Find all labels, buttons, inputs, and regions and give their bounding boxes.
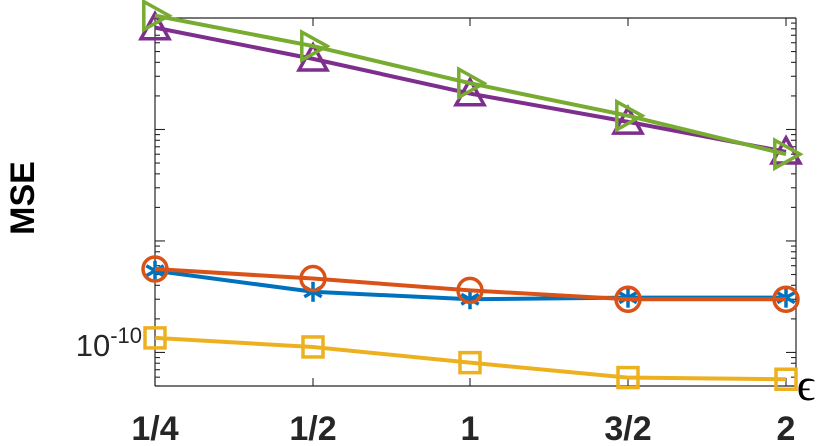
y-tick-label: 10-10 — [76, 323, 142, 363]
square-marker — [458, 350, 482, 375]
series-triangle-up — [138, 10, 803, 165]
x-tick-label: 1 — [461, 410, 480, 446]
circle-marker — [772, 285, 800, 314]
labels: MSE ϵ 10-10 — [4, 161, 815, 410]
series-circle — [141, 255, 800, 314]
series-square — [143, 326, 798, 391]
x-tick-label: 1/4 — [131, 410, 178, 446]
x-axis-label: ϵ — [797, 359, 816, 410]
triangle-right-marker — [773, 137, 804, 172]
y-axis-label: MSE — [4, 161, 42, 235]
circle-marker — [141, 255, 169, 283]
axes — [154, 17, 797, 387]
circle-marker — [456, 276, 484, 305]
series-line — [154, 25, 787, 154]
triangle-right-marker — [300, 29, 331, 64]
series-line — [154, 335, 787, 382]
triangle-right-marker — [615, 98, 646, 133]
square-marker — [616, 365, 640, 390]
y-tick-exponent: -10 — [110, 323, 142, 348]
x-tick-label: 2 — [777, 410, 796, 446]
series-layer — [138, 0, 804, 391]
series-line — [154, 13, 787, 157]
y-tick-base: 10 — [76, 328, 110, 363]
square-marker — [774, 367, 798, 391]
triangle-up-marker — [453, 75, 487, 107]
square-marker — [143, 326, 167, 350]
triangle-right-marker — [142, 0, 173, 33]
series-line — [154, 267, 786, 302]
triangle-right-marker — [457, 66, 488, 101]
circle-marker — [299, 264, 327, 293]
circle-marker — [614, 285, 642, 314]
x-tick-label: 1/2 — [289, 410, 336, 446]
x-tick-label: 3/2 — [604, 410, 651, 446]
square-marker — [301, 335, 325, 359]
series-triangle-right — [142, 0, 804, 172]
